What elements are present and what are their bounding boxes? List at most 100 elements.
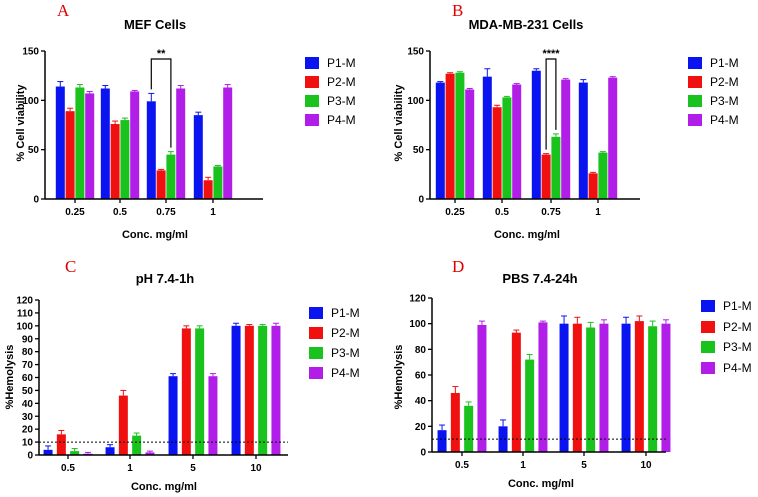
panel-d-bar-p4-m-3	[661, 323, 671, 452]
panel-a-xtick-label-3: 1	[210, 207, 216, 218]
panel-a-bar-p3-m-2	[166, 154, 176, 199]
panel-c-bar-p1-m-1	[105, 447, 115, 455]
panel-b-ytick-label-0: 0	[418, 195, 424, 206]
panel-d-bar-p4-m-1	[538, 322, 548, 452]
panel-a-ytick-label-3: 150	[22, 47, 39, 58]
panel-d-ytick-label-0: 0	[420, 448, 426, 459]
panel-d-bar-p3-m-2	[586, 327, 596, 452]
panel-a-legend-label-p1-m: P1-M	[327, 56, 356, 70]
panel-c-legend-label-p1-m: P1-M	[331, 306, 360, 320]
panel-a-xtick-label-1: 0.5	[113, 207, 127, 218]
panel-a-bar-p1-m-1	[100, 88, 110, 199]
panel-a-bar-p1-m-2	[146, 101, 156, 199]
panel-b-ylabel: % Cell viability	[393, 84, 405, 162]
panel-c-ytick-label-8: 80	[22, 347, 34, 358]
panel-c-xtick-label-2: 5	[190, 463, 196, 474]
panel-c-ytick-label-6: 60	[22, 373, 34, 384]
panel-b-bar-p1-m-0	[435, 82, 445, 199]
panel-d-bar-p3-m-1	[525, 359, 535, 452]
panel-d-xtick-label-3: 10	[640, 460, 652, 471]
panel-d-ytick-label-6: 120	[409, 294, 426, 305]
panel-d-legend-label-p2-m: P2-M	[723, 320, 752, 334]
panel-d-legend-swatch-p1-m	[701, 300, 715, 312]
panel-a-legend-swatch-p3-m	[305, 95, 319, 107]
panel-b-title: MDA-MB-231 Cells	[469, 17, 584, 32]
panel-b-legend-swatch-p1-m	[688, 57, 702, 69]
panel-a-legend-label-p2-m: P2-M	[327, 75, 356, 89]
panel-b-xtick-label-2: 0.75	[541, 207, 561, 218]
panel-d-bar-p1-m-3	[621, 323, 631, 452]
panel-b-ytick-label-2: 100	[407, 96, 424, 107]
panel-d-legend-label-p4-m: P4-M	[723, 361, 752, 375]
panel-b-bar-p3-m-2	[551, 136, 561, 199]
panel-c-bar-p3-m-1	[132, 435, 142, 455]
panel-d-bar-p1-m-0	[437, 430, 447, 452]
panel-a-sig-label: **	[157, 48, 166, 60]
panel-c-bar-p2-m-3	[244, 325, 254, 455]
panel-d-legend-label-p1-m: P1-M	[723, 299, 752, 313]
panel-c-bar-p1-m-3	[231, 325, 241, 455]
panel-c-legend-label-p2-m: P2-M	[331, 326, 360, 340]
panel-d-ylabel: %Hemolysis	[393, 345, 405, 410]
panel-b-legend-swatch-p2-m	[688, 76, 702, 88]
panel-b-legend-label-p2-m: P2-M	[710, 75, 739, 89]
panel-b-bar-p2-m-1	[492, 107, 502, 199]
panel-d-bar-p2-m-0	[450, 392, 460, 452]
panel-a: A MEF Cells % Cell viability Conc. mg/ml…	[15, 1, 356, 241]
panel-b-bar-p2-m-0	[445, 73, 455, 199]
panel-d-xtick-label-1: 1	[520, 460, 526, 471]
panel-d-legend-swatch-p3-m	[701, 341, 715, 353]
panel-c-ytick-label-7: 70	[22, 360, 34, 371]
panel-d-legend-swatch-p2-m	[701, 321, 715, 333]
panel-c-ytick-label-9: 90	[22, 334, 34, 345]
panel-b-bar-p3-m-1	[502, 97, 512, 199]
panel-d-bar-p3-m-0	[464, 405, 474, 452]
panel-a-xtick-label-2: 0.75	[156, 207, 176, 218]
panel-d-legend: P1-M P2-M P3-M P4-M	[701, 299, 752, 375]
panel-d-letter: D	[452, 257, 464, 276]
panel-d-ytick-label-1: 20	[415, 422, 427, 433]
panel-a-title: MEF Cells	[124, 17, 186, 32]
panel-b-legend-swatch-p3-m	[688, 95, 702, 107]
panel-c-ytick-label-0: 0	[27, 451, 33, 462]
panel-c-ytick-label-3: 30	[22, 412, 34, 423]
panel-c-ytick-label-4: 40	[22, 399, 34, 410]
panel-c-bar-p4-m-1	[145, 452, 155, 455]
panel-c-bar-p3-m-2	[195, 328, 205, 455]
panel-c-xtick-label-0: 0.5	[61, 463, 75, 474]
panel-d-ytick-label-2: 40	[415, 396, 427, 407]
panel-c-bar-p1-m-0	[43, 449, 53, 455]
panel-d-xtick-label-2: 5	[581, 460, 587, 471]
panel-c-bar-p3-m-0	[70, 451, 80, 455]
panel-d-bar-p3-m-3	[648, 326, 658, 452]
panel-b-bar-p4-m-1	[512, 84, 522, 199]
panel-a-bar-p1-m-3	[193, 115, 203, 199]
panel-d-bar-p1-m-1	[498, 426, 508, 452]
panel-a-legend-label-p4-m: P4-M	[327, 113, 356, 127]
panel-b-ytick-label-1: 50	[413, 145, 425, 156]
panel-d-bar-p2-m-3	[634, 321, 644, 452]
panel-d-bar-p4-m-2	[599, 323, 609, 452]
panel-c-legend-swatch-p1-m	[309, 307, 323, 319]
panel-c-xlabel: Conc. mg/ml	[131, 481, 197, 493]
panel-c-bar-p3-m-3	[258, 325, 268, 455]
panel-d-bar-p4-m-0	[477, 324, 487, 452]
panel-b: B MDA-MB-231 Cells % Cell viability Conc…	[393, 1, 739, 241]
panel-d-ytick-label-5: 100	[409, 319, 426, 330]
panel-a-letter: A	[57, 1, 70, 20]
panel-b-legend-swatch-p4-m	[688, 114, 702, 126]
panel-a-xtick-label-0: 0.25	[65, 207, 85, 218]
panel-b-ytick-label-3: 150	[407, 47, 424, 58]
panel-a-bar-p2-m-3	[203, 180, 213, 199]
panel-b-sig-bracket	[545, 58, 557, 150]
panel-b-bar-p1-m-2	[531, 70, 541, 199]
panel-b-bar-p4-m-2	[561, 79, 571, 199]
panel-b-xtick-label-1: 0.5	[495, 207, 509, 218]
panel-c-xtick-label-3: 10	[250, 463, 262, 474]
panel-a-plot: 0 50 100 150 0.25 0.5 0.75 1 **	[22, 47, 263, 218]
panel-c-legend-swatch-p2-m	[309, 327, 323, 339]
panel-c-bar-p2-m-2	[181, 328, 191, 455]
panel-b-xlabel: Conc. mg/ml	[494, 229, 560, 241]
panel-a-bar-p4-m-3	[223, 87, 233, 199]
